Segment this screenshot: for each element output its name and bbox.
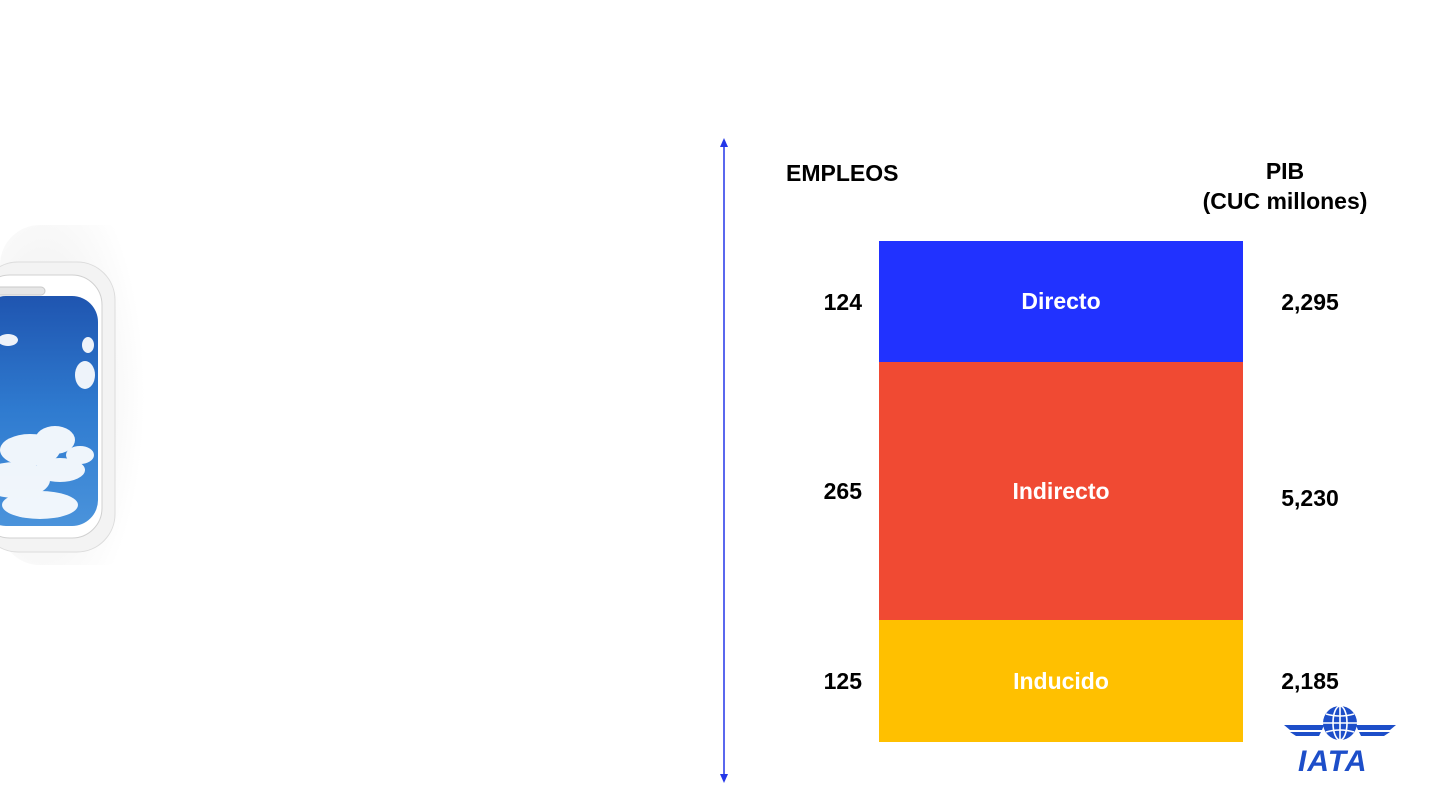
empleos-value-directo: 124 [823,288,862,315]
segment-label-directo: Directo [1021,288,1101,314]
segment-label-inducido: Inducido [1013,667,1109,694]
iata-logo-text: IATA [1298,745,1368,778]
pib-header-line1: PIB [1265,158,1305,184]
stacked-bar: Directo Indirecto Inducido [879,241,1243,742]
iata-globe-wings-icon [1284,705,1396,741]
bar-segment-directo: Directo [879,241,1243,362]
empleos-header: EMPLEOS [786,160,899,186]
pib-value-directo: 2,295 [1281,288,1339,315]
pib-value-indirecto: 5,230 [1281,485,1339,511]
bar-segment-inducido: Inducido [879,620,1243,742]
pib-value-inducido: 2,185 [1281,668,1339,694]
airplane-window-image [0,225,145,565]
bar-segment-indirecto: Indirecto [879,362,1243,620]
empleos-value-indirecto: 265 [823,478,862,504]
empleos-value-inducido: 125 [823,668,862,694]
segment-label-indirecto: Indirecto [1012,477,1110,504]
pib-header-line2: (CUC millones) [1202,188,1368,214]
pib-header: PIB (CUC millones) [1180,156,1390,216]
